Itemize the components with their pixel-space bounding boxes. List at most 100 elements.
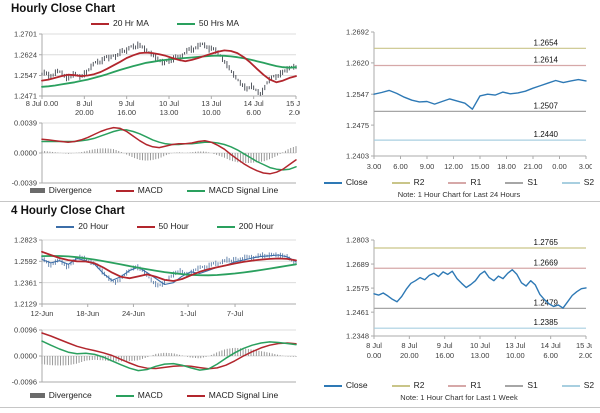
svg-text:20.00: 20.00: [400, 351, 419, 360]
hourly-ma-legend: 20 Hr MA 50 Hrs MA: [40, 19, 290, 28]
svg-text:18-Jun: 18-Jun: [76, 309, 99, 318]
line-swatch-icon: [90, 22, 109, 25]
svg-text:6.00: 6.00: [393, 162, 408, 171]
svg-text:9.00: 9.00: [420, 162, 435, 171]
legend-label: MACD Signal Line: [208, 185, 279, 195]
line-swatch-icon: [391, 181, 410, 184]
four-hourly-ma-legend: 20 Hour 50 Hour 200 Hour: [40, 222, 290, 231]
svg-text:1.2475: 1.2475: [346, 121, 369, 130]
legend-item-s2: S2: [561, 178, 594, 187]
svg-text:1.2689: 1.2689: [346, 260, 369, 269]
svg-text:1.2669: 1.2669: [534, 258, 559, 267]
legend-item-20-hr-ma: 20 Hr MA: [90, 19, 149, 28]
legend-label: Close: [345, 177, 368, 187]
svg-text:0.00: 0.00: [552, 162, 567, 171]
legend-label: MACD Signal Line: [208, 390, 279, 400]
svg-text:1.2479: 1.2479: [534, 298, 559, 307]
hourly-pivot-note: Note: 1 Hour Chart for Last 24 Hours: [397, 190, 521, 199]
legend-item-divergence: Divergence: [29, 185, 92, 195]
legend-item-s2: S2: [561, 381, 594, 390]
legend-label: 50 Hrs MA: [198, 18, 240, 28]
svg-text:9 Jul: 9 Jul: [437, 341, 453, 350]
svg-text:1.2614: 1.2614: [534, 55, 559, 64]
hourly-macd-chart: 0.0039 0.0000 -0.0039: [12, 119, 297, 188]
line-swatch-icon: [448, 384, 467, 387]
svg-text:14 Jul: 14 Jul: [244, 99, 264, 108]
svg-text:16.00: 16.00: [435, 351, 454, 360]
svg-text:1.2440: 1.2440: [534, 130, 559, 139]
svg-text:1.2348: 1.2348: [346, 332, 369, 341]
line-swatch-icon: [505, 181, 524, 184]
legend-label: R2: [413, 380, 425, 390]
svg-text:13.00: 13.00: [160, 108, 179, 117]
legend-item-macd-signal-line: MACD Signal Line: [186, 185, 279, 195]
svg-text:13 Jul: 13 Jul: [505, 341, 525, 350]
svg-text:8 Jul: 8 Jul: [76, 99, 92, 108]
legend-item-s1: S1: [505, 178, 538, 187]
line-swatch-icon: [186, 189, 205, 192]
svg-text:7-Jul: 7-Jul: [227, 309, 244, 318]
legend-label: MACD: [137, 390, 163, 400]
legend-item-50-hour: 50 Hour: [136, 221, 189, 231]
legend-label: Divergence: [48, 390, 92, 400]
svg-text:1.2547: 1.2547: [346, 90, 369, 99]
svg-text:3.00: 3.00: [367, 162, 382, 171]
svg-text:1.2765: 1.2765: [534, 238, 559, 247]
svg-text:1-Jul: 1-Jul: [180, 309, 197, 318]
svg-text:1.2624: 1.2624: [14, 50, 37, 59]
svg-text:16.00: 16.00: [117, 108, 136, 117]
svg-text:10 Jul: 10 Jul: [159, 99, 179, 108]
svg-text:18.00: 18.00: [497, 162, 516, 171]
legend-label: S1: [527, 380, 538, 390]
legend-label: 20 Hour: [78, 221, 109, 231]
legend-item-r2: R2: [391, 177, 425, 187]
hourly-section-title: Hourly Close Chart: [11, 3, 116, 15]
svg-text:1.2385: 1.2385: [534, 318, 559, 327]
svg-text:3.00: 3.00: [579, 162, 592, 171]
legend-label: MACD: [137, 185, 163, 195]
svg-text:1.2507: 1.2507: [534, 101, 559, 110]
line-swatch-icon: [323, 181, 342, 184]
svg-text:2.00: 2.00: [289, 108, 300, 117]
svg-text:1.2692: 1.2692: [346, 28, 369, 37]
svg-text:0.0039: 0.0039: [14, 119, 37, 128]
svg-text:1.2461: 1.2461: [346, 308, 369, 317]
line-swatch-icon: [391, 384, 410, 387]
hourly-macd-legend: Divergence MACD MACD Signal Line: [8, 186, 300, 195]
line-swatch-icon: [136, 225, 155, 228]
svg-text:8 Jul 0.00: 8 Jul 0.00: [26, 99, 59, 108]
legend-item-close: Close: [323, 177, 368, 187]
legend-item-macd: MACD: [115, 185, 163, 195]
svg-text:1.2403: 1.2403: [346, 152, 369, 161]
svg-text:1.2701: 1.2701: [14, 30, 37, 39]
svg-text:0.00: 0.00: [367, 351, 382, 360]
hourly-pivot-legend: Close R2 R1 S1 S2: [322, 178, 596, 187]
legend-label: R2: [413, 177, 425, 187]
line-swatch-icon: [323, 384, 342, 387]
svg-text:0.0000: 0.0000: [14, 352, 37, 361]
legend-item-divergence: Divergence: [29, 390, 92, 400]
svg-text:1.2654: 1.2654: [534, 38, 559, 47]
line-swatch-icon: [115, 189, 134, 192]
line-swatch-icon: [176, 22, 195, 25]
four-hourly-macd-legend: Divergence MACD MACD Signal Line: [8, 391, 300, 400]
svg-text:1.2471: 1.2471: [14, 92, 37, 101]
legend-item-macd: MACD: [115, 390, 163, 400]
line-swatch-icon: [505, 384, 524, 387]
svg-text:0.0096: 0.0096: [14, 326, 37, 335]
legend-label: Divergence: [48, 185, 92, 195]
legend-item-r1: R1: [448, 381, 481, 390]
legend-label: 200 Hour: [238, 221, 274, 231]
svg-text:10 Jul: 10 Jul: [470, 341, 490, 350]
legend-label: 50 Hour: [158, 221, 189, 231]
svg-text:13.00: 13.00: [471, 351, 490, 360]
line-swatch-icon: [448, 181, 467, 184]
four-hourly-macd-chart: 0.0096 0.0000 -0.0096: [12, 326, 297, 387]
svg-text:8 Jul: 8 Jul: [401, 341, 417, 350]
line-swatch-icon: [561, 384, 580, 387]
legend-item-close: Close: [323, 381, 368, 390]
legend-item-20-hour: 20 Hour: [56, 221, 109, 231]
